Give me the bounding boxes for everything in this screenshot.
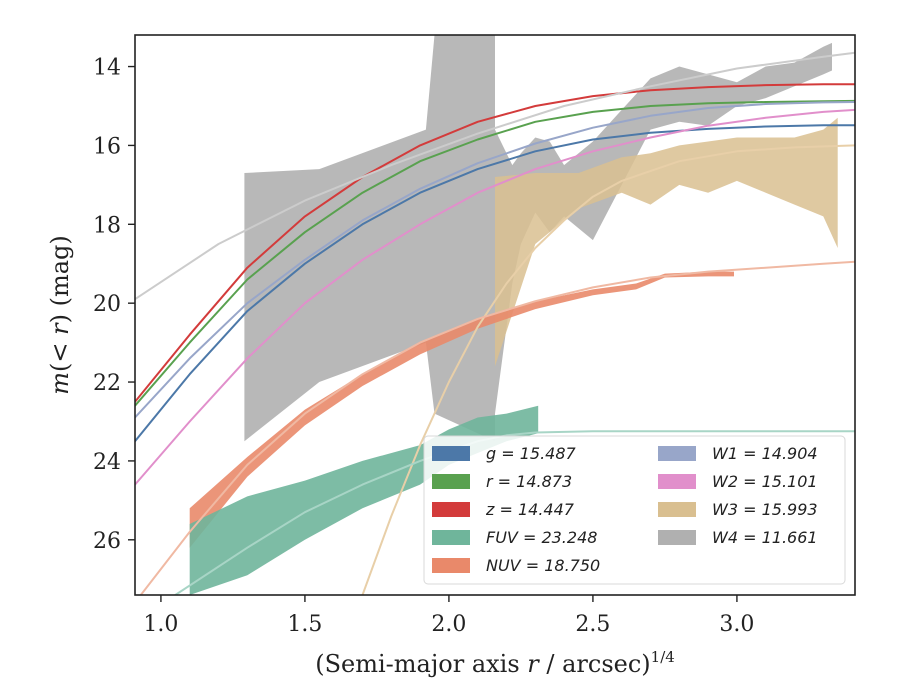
y-tick-label: 18 xyxy=(93,213,121,238)
series-r xyxy=(135,99,855,407)
series-nuv-model xyxy=(139,260,855,595)
y-axis-label-var2: r xyxy=(46,322,74,335)
legend-label: W4 = 11.661 xyxy=(712,528,818,547)
legend-label: r = 14.873 xyxy=(486,472,572,491)
legend-swatch xyxy=(658,502,696,517)
legend-label: W2 = 15.101 xyxy=(712,472,818,491)
x-axis-label-unit: / arcsec) xyxy=(539,650,651,678)
y-tick-label: 24 xyxy=(93,450,121,475)
legend-swatch xyxy=(432,446,470,461)
y-tick-label: 20 xyxy=(93,292,121,317)
legend-label: z = 14.447 xyxy=(485,500,575,519)
legend-swatch xyxy=(432,558,470,573)
x-axis: 1.0 1.5 2.0 2.5 3.0 xyxy=(143,595,754,637)
legend-label: NUV = 18.750 xyxy=(486,556,600,575)
series-w3-model xyxy=(361,144,855,595)
legend: g = 15.487 r = 14.873 z = 14.447 FUV = 23.2… xyxy=(423,435,846,585)
legend-box xyxy=(423,435,846,585)
y-axis-label-main: (< xyxy=(46,335,74,372)
lines-layer xyxy=(135,51,855,595)
x-axis-label: (Semi-major axis r / arcsec)1/4 xyxy=(315,648,675,678)
band-w4 xyxy=(244,35,832,442)
y-axis-label: m(< r) (mag) xyxy=(46,235,74,395)
x-tick-label: 1.0 xyxy=(143,612,178,637)
x-tick-label: 3.0 xyxy=(719,612,754,637)
legend-label: W1 = 14.904 xyxy=(712,444,818,463)
y-axis-label-var: m xyxy=(46,372,74,395)
legend-label: W3 = 15.993 xyxy=(712,500,818,519)
x-tick-label: 2.0 xyxy=(431,612,466,637)
series-z xyxy=(135,83,855,403)
legend-swatch xyxy=(658,530,696,545)
series-w1 xyxy=(135,101,855,419)
x-tick-label: 1.5 xyxy=(287,612,322,637)
legend-swatch xyxy=(432,474,470,489)
y-axis: 14 16 18 20 22 24 26 xyxy=(93,56,135,554)
series-w4-model xyxy=(135,51,855,301)
x-axis-label-var: r xyxy=(527,650,540,678)
series-w2 xyxy=(135,108,855,486)
y-tick-label: 26 xyxy=(93,529,121,554)
band-nuv xyxy=(189,271,734,548)
legend-swatch xyxy=(432,530,470,545)
x-tick-label: 2.5 xyxy=(575,612,610,637)
y-tick-label: 22 xyxy=(93,371,121,396)
legend-label: FUV = 23.248 xyxy=(486,528,597,547)
plot-frame xyxy=(134,34,856,596)
legend-swatch xyxy=(432,502,470,517)
legend-label: g = 15.487 xyxy=(486,444,577,463)
y-tick-label: 16 xyxy=(93,134,121,159)
legend-swatch xyxy=(658,474,696,489)
band-w3 xyxy=(495,117,838,367)
y-axis-label-unit: ) (mag) xyxy=(46,235,74,323)
x-axis-label-main: (Semi-major axis xyxy=(315,650,527,678)
legend-swatch xyxy=(658,446,696,461)
y-tick-label: 14 xyxy=(93,56,121,81)
x-axis-label-exponent: 1/4 xyxy=(651,648,675,666)
series-g xyxy=(135,124,855,443)
